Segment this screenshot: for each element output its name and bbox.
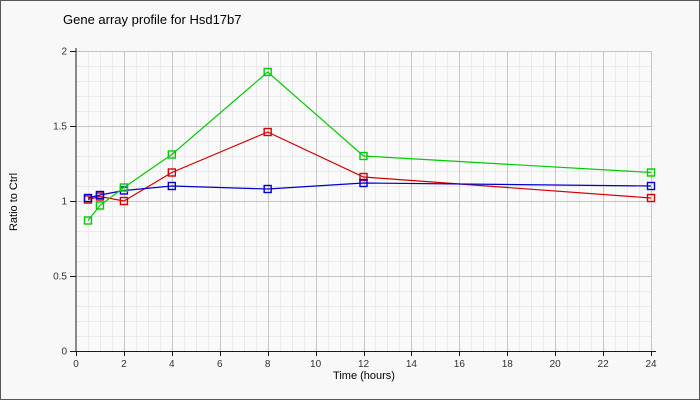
series-blue-marker (263, 184, 272, 194)
series-green-marker (83, 216, 93, 225)
x-tick-label: 12 (358, 359, 370, 370)
series-blue-line (87, 182, 652, 199)
series-green-marker (167, 150, 177, 159)
series-green-line (87, 71, 652, 221)
series-red-marker (119, 196, 129, 206)
x-tick-label: 18 (502, 359, 514, 370)
y-axis-label: Ratio to Ctrl (8, 173, 20, 231)
x-tick-label: 24 (645, 359, 657, 370)
series-blue-marker (646, 181, 656, 191)
series-green-marker (119, 183, 129, 192)
y-tick-label: 0.5 (53, 272, 67, 283)
series-green-marker (359, 151, 368, 161)
x-tick-label: 14 (406, 359, 418, 370)
series-blue-marker (359, 178, 368, 188)
x-tick-label: 2 (121, 359, 127, 370)
x-axis-label: Time (hours) (333, 370, 395, 382)
x-tick-label: 8 (265, 359, 271, 370)
y-tick-label: 1.5 (53, 122, 67, 133)
x-tick-label: 4 (169, 359, 175, 370)
series-red-line (87, 131, 652, 202)
series-green-marker (646, 168, 656, 177)
x-tick-label: 6 (217, 359, 223, 370)
x-tick-label: 20 (550, 359, 562, 370)
x-tick-label: 22 (598, 359, 610, 370)
x-tick-label: 0 (73, 359, 79, 370)
series-red-marker (263, 127, 272, 137)
series-red-marker (646, 193, 656, 203)
series-blue-marker (95, 190, 105, 200)
series-blue-marker (167, 181, 177, 191)
series-blue-marker (83, 193, 93, 203)
y-tick-label: 0 (61, 347, 67, 358)
y-tick-label: 2 (61, 47, 67, 58)
chart-title: Gene array profile for Hsd17b7 (63, 12, 241, 27)
y-tick-label: 1 (61, 197, 67, 208)
x-tick-label: 10 (310, 359, 322, 370)
series-green-marker (95, 201, 105, 210)
series-red-marker (359, 172, 368, 182)
series-red-marker (167, 168, 177, 177)
series-green-marker (263, 67, 272, 77)
x-tick-label: 16 (454, 359, 466, 370)
